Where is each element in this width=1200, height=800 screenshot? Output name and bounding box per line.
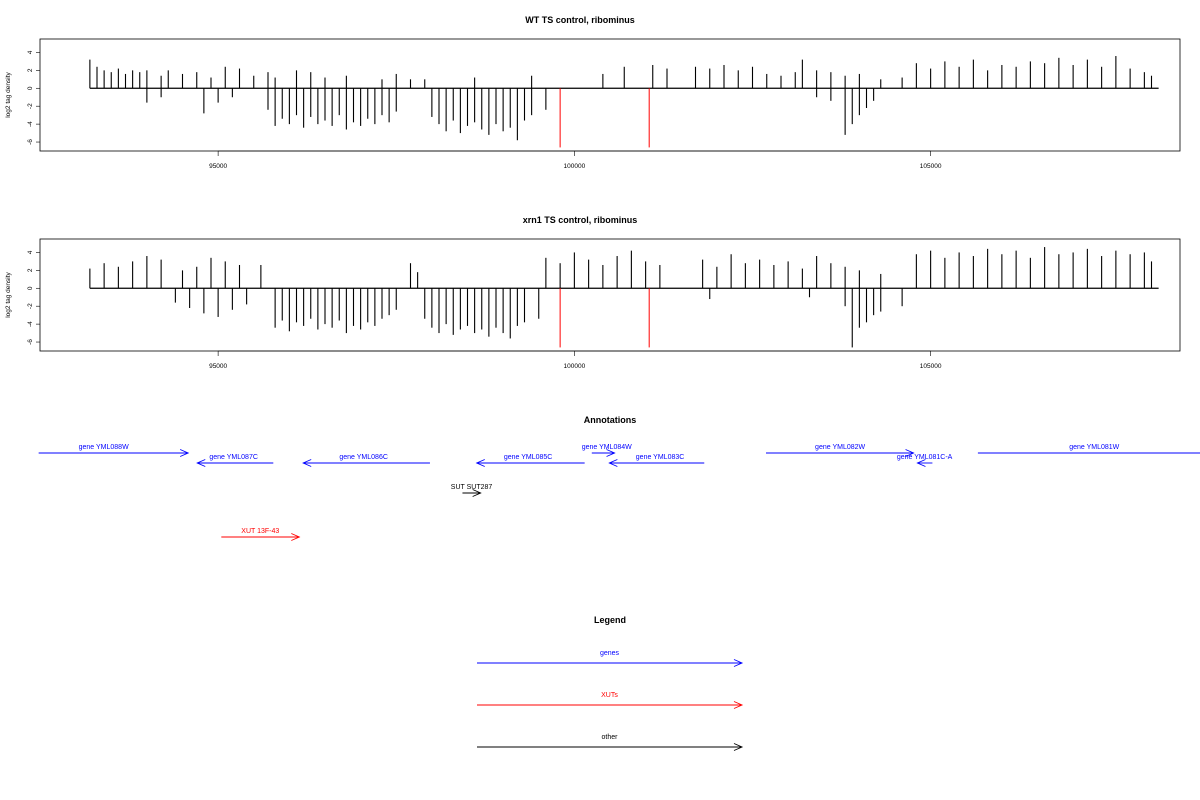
annotation-label: gene YML081C-A — [897, 454, 953, 461]
annotation-feature: gene YML081W — [977, 444, 1200, 454]
annotation-feature: gene YML086C — [302, 454, 430, 467]
y-tick-label: -6 — [27, 339, 34, 345]
annotation-feature: gene YML081C-A — [897, 454, 953, 467]
arrowhead-icon — [733, 743, 744, 751]
legend-label: genes — [600, 650, 620, 657]
x-tick-label: 95000 — [209, 363, 227, 370]
y-tick-label: -4 — [27, 121, 34, 127]
annotations-title: Annotations — [584, 415, 637, 425]
x-tick-label: 100000 — [564, 363, 586, 370]
annotation-label: gene YML087C — [209, 454, 258, 461]
arrowhead-icon — [196, 459, 206, 467]
annotation-label: XUT 13F-43 — [241, 528, 279, 535]
legend-items: genes XUTs other — [477, 650, 744, 751]
arrowhead-icon — [475, 459, 485, 467]
y-tick-label: 4 — [27, 50, 34, 54]
x-tick-label: 95000 — [209, 163, 227, 170]
arrowhead-icon — [302, 459, 312, 467]
legend-label: XUTs — [601, 692, 618, 699]
annotation-feature: XUT 13F-43 — [221, 528, 301, 541]
legend-entry: XUTs — [477, 692, 744, 709]
x-tick-label: 105000 — [920, 163, 942, 170]
y-tick-label: 4 — [27, 250, 34, 254]
y-tick-label: -2 — [27, 103, 34, 109]
arrowhead-icon — [733, 701, 744, 709]
annotation-feature: SUT SUT287 — [451, 484, 493, 497]
legend-label: other — [602, 734, 619, 741]
y-tick-label: -6 — [27, 139, 34, 145]
arrowhead-icon — [606, 449, 616, 457]
xrn1-density-panel: xrn1 TS control, ribominus -6 -4 -2 0 2 4 log2 … — [5, 215, 1181, 370]
annotation-label: gene YML086C — [339, 454, 388, 461]
arrowhead-icon — [733, 659, 744, 667]
y-tick-label: -2 — [27, 303, 34, 309]
annotation-label: gene YML084W — [582, 444, 632, 451]
annotation-feature: gene YML084W — [582, 444, 632, 457]
legend-panel: Legend genes XUTs other — [477, 615, 744, 751]
arrowhead-icon — [472, 489, 482, 497]
arrowhead-icon — [179, 449, 190, 457]
annotation-feature: gene YML087C — [196, 454, 274, 467]
x-tick-label: 100000 — [564, 163, 586, 170]
annotation-label: gene YML085C — [504, 454, 553, 461]
annotation-items: gene YML088W gene YML087C gene YML086C gene… — [38, 444, 1200, 541]
annotation-label: SUT SUT287 — [451, 484, 493, 491]
legend-entry: other — [477, 734, 744, 751]
annotation-label: gene YML082W — [815, 444, 865, 451]
legend-entry: genes — [477, 650, 744, 667]
annotation-label: gene YML081W — [1069, 444, 1119, 451]
annotation-feature: gene YML082W — [766, 444, 915, 457]
legend-title: Legend — [594, 615, 626, 625]
arrowhead-icon — [916, 459, 926, 467]
arrowhead-icon — [608, 459, 618, 467]
annotation-feature: gene YML088W — [38, 444, 190, 457]
y-tick-label: 2 — [27, 268, 34, 272]
x-tick-label: 105000 — [920, 363, 942, 370]
panel-title: WT TS control, ribominus — [525, 15, 635, 25]
y-axis-label: log2 tag density — [5, 71, 12, 117]
plot-frame — [39, 38, 1181, 152]
annotation-label: gene YML088W — [79, 444, 129, 451]
panel-title: xrn1 TS control, ribominus — [523, 215, 638, 225]
plot-frame — [39, 238, 1181, 352]
y-tick-label: 2 — [27, 68, 34, 72]
y-tick-label: 0 — [27, 86, 34, 90]
annotation-label: gene YML083C — [636, 454, 685, 461]
annotation-feature: gene YML085C — [475, 454, 585, 467]
y-tick-label: 0 — [27, 286, 34, 290]
y-tick-label: -4 — [27, 321, 34, 327]
annotation-feature: gene YML083C — [608, 454, 705, 467]
arrowhead-icon — [905, 449, 915, 457]
wt-density-panel: WT TS control, ribominus -6 -4 -2 0 2 4 log2 ta… — [5, 15, 1181, 170]
y-axis-label: log2 tag density — [5, 271, 12, 317]
arrowhead-icon — [291, 533, 301, 541]
